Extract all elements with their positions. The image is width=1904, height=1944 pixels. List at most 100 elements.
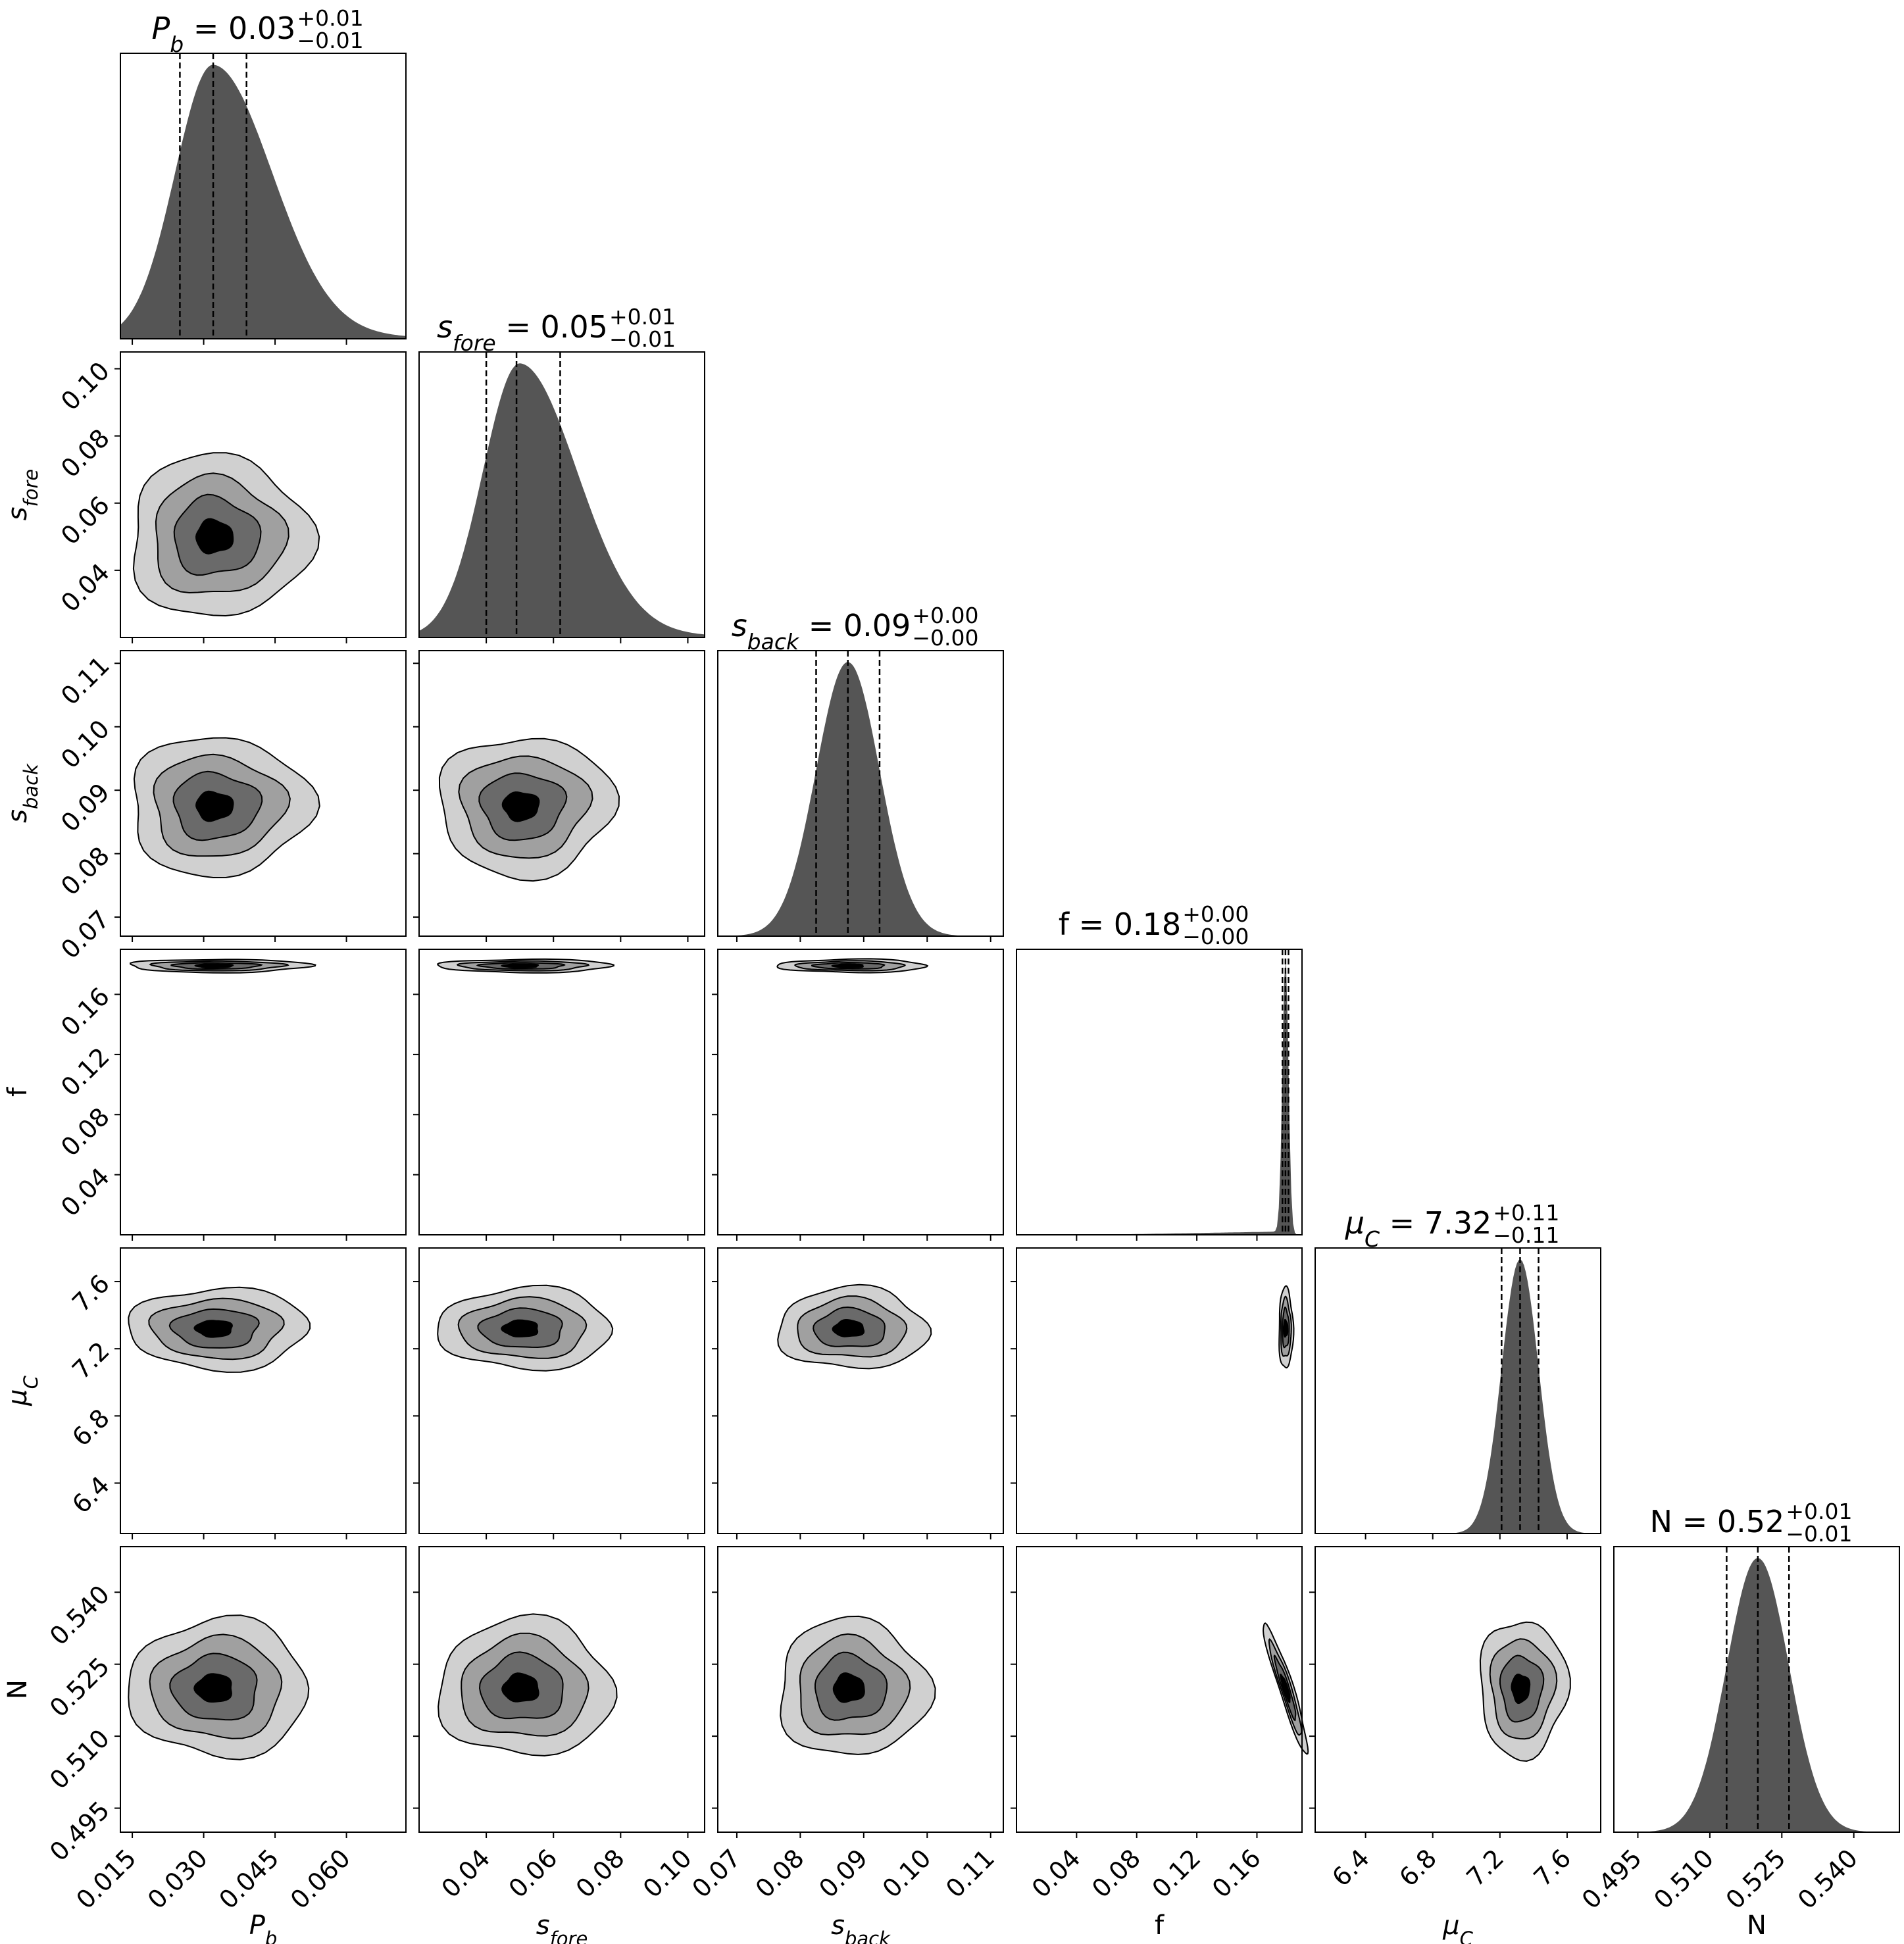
panel-frame [717,1247,1004,1534]
contour-level-4 [193,1320,233,1338]
panel-frame [717,949,1004,1235]
panel-frame [418,1247,705,1534]
x-tick-label-sfore: 0.06 [503,1843,563,1903]
panel-frame [1016,1247,1303,1534]
contour-level-4 [194,963,234,969]
y-tick-label-N: 0.495 [44,1795,115,1866]
x-tick-label-sback: 0.10 [877,1843,937,1903]
y-tick-label-muC: 6.4 [66,1470,115,1519]
hist-frame-f [1016,949,1303,1235]
contour-panel-N-vs-f [1011,1546,1309,1838]
contour-level-4 [193,1673,232,1703]
contour-panel-muC-vs-f [1011,1247,1303,1539]
x-axis-label-sfore: sfore [536,1910,588,1944]
hist-panel-sback: sback = 0.09 +0.00−0.00 [717,603,1004,937]
title-minus-Pb: −0.01 [297,28,363,53]
contour-level-4 [195,790,234,822]
x-tick-label-f: 0.08 [1086,1843,1146,1903]
panel-frame [1016,1546,1303,1833]
contour-level-4 [501,963,539,969]
title-plus-sfore: +0.01 [609,304,676,330]
title-f: f = 0.18 [1059,907,1181,942]
y-tick-label-sfore: 0.06 [55,491,115,551]
contour-level-4 [1279,1674,1291,1704]
hist-frame-sback [717,650,1004,937]
title-plus-f: +0.00 [1182,901,1249,927]
x-tick-label-muC: 6.4 [1326,1843,1375,1892]
title-N: N = 0.52 [1650,1504,1785,1539]
hist-area-f [1016,960,1302,1235]
y-tick-label-N: 0.510 [44,1724,115,1795]
x-tick-label-Pb: 0.045 [213,1843,284,1914]
contour-level-4 [1511,1673,1531,1705]
y-tick-label-f: 0.12 [55,1042,115,1102]
y-tick-label-f: 0.04 [55,1162,115,1222]
y-tick-label-muC: 7.2 [66,1336,115,1385]
contour-level-4 [1282,1318,1289,1338]
x-axis-label-muC: μC [1442,1910,1473,1944]
contour-panel-sback-vs-sfore [413,650,705,942]
y-tick-label-muC: 7.6 [66,1269,115,1318]
title-sfore: sfore = 0.05 [437,309,608,356]
contour-panel-muC-vs-sback [712,1247,1004,1539]
contour-panel-muC-vs-Pb [114,1247,407,1539]
contour-panel-sfore-vs-Pb [114,351,407,643]
title-minus-muC: −0.11 [1493,1222,1559,1248]
x-tick-label-N: 0.495 [1576,1843,1647,1914]
panel-frame [120,650,407,937]
x-tick-label-f: 0.16 [1207,1843,1266,1903]
x-tick-label-f: 0.04 [1026,1843,1086,1903]
contour-panel-muC-vs-sfore [413,1247,705,1539]
title-minus-f: −0.00 [1182,924,1249,949]
y-tick-label-sback: 0.11 [55,651,115,710]
x-axis-label-N: N [1747,1910,1766,1941]
panel-frame [120,1247,407,1534]
title-sback: sback = 0.09 [732,608,911,655]
title-plus-sback: +0.00 [912,603,978,628]
y-axis-label-muC: μC [3,1375,42,1406]
hist-frame-muC [1315,1247,1601,1534]
y-tick-label-sback: 0.08 [55,841,115,901]
contour-panel-f-vs-Pb [114,949,407,1241]
title-minus-sback: −0.00 [912,625,978,651]
hist-frame-sfore [418,351,705,638]
contour-level-4 [831,963,864,969]
y-axis-label-sfore: sfore [3,469,42,521]
x-tick-label-N: 0.510 [1648,1843,1719,1914]
x-tick-label-sback: 0.11 [940,1843,1000,1903]
x-tick-label-Pb: 0.060 [285,1843,356,1914]
x-tick-label-sfore: 0.10 [638,1843,697,1903]
y-tick-label-sback: 0.07 [55,905,115,964]
hist-frame-N [1613,1546,1900,1833]
x-tick-label-Pb: 0.015 [70,1843,141,1914]
hist-area-N [1614,1558,1899,1832]
y-tick-label-N: 0.540 [44,1580,115,1651]
contour-level-4 [195,518,234,555]
contour-panel-f-vs-sback [712,949,1004,1241]
y-tick-label-sfore: 0.10 [55,356,115,416]
x-axis-label-f: f [1155,1910,1165,1941]
contour-level-4 [501,791,540,822]
x-axis-label-Pb: Pb [249,1910,278,1944]
x-tick-label-sback: 0.08 [750,1843,810,1903]
contour-panel-sback-vs-Pb [114,650,407,942]
panel-frame [418,1546,705,1833]
x-tick-label-muC: 7.2 [1461,1843,1509,1892]
hist-panel-N: N = 0.52 +0.01−0.01 [1613,1499,1900,1833]
hist-area-Pb [120,64,406,339]
panel-frame [120,351,407,638]
y-tick-label-f: 0.16 [55,982,115,1041]
hist-panel-f: f = 0.18 +0.00−0.00 [1016,901,1303,1235]
panel-frame [418,949,705,1235]
title-plus-Pb: +0.01 [297,5,363,31]
x-tick-label-N: 0.525 [1720,1843,1791,1914]
x-tick-label-sfore: 0.04 [436,1843,496,1903]
x-tick-label-sback: 0.07 [686,1843,746,1903]
hist-panel-sfore: sfore = 0.05 +0.01−0.01 [418,304,705,638]
hist-frame-Pb [120,53,407,339]
panel-frame [1315,1546,1601,1833]
x-tick-label-sfore: 0.08 [570,1843,630,1903]
y-tick-label-sback: 0.09 [55,778,115,837]
x-tick-label-sback: 0.09 [813,1843,873,1903]
y-tick-label-f: 0.08 [55,1102,115,1162]
